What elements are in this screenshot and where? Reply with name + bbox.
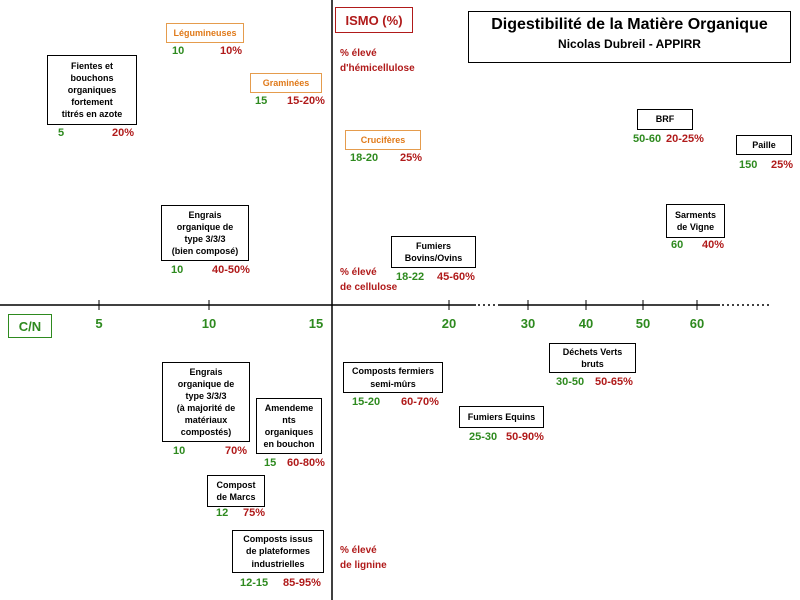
item-box-composts-industriels: Composts issus de plateformes industriel…: [232, 530, 324, 573]
ismo-value: 15-20%: [287, 95, 325, 107]
cn-value: 18-20: [350, 152, 379, 164]
ismo-value: 40-50%: [212, 264, 250, 276]
ismo-value: 50-65%: [595, 376, 633, 388]
cn-value: 30-50: [556, 376, 585, 388]
x-tick-label: 50: [635, 316, 651, 331]
item-box-compost-marcs: Compost de Marcs: [207, 475, 265, 507]
x-tick-label: 15: [308, 316, 324, 331]
item-box-legumineuses: Légumineuses: [166, 23, 244, 43]
cn-value: 12: [216, 507, 229, 519]
item-box-fumiers-equins: Fumiers Equins: [459, 406, 544, 428]
ismo-value: 20-25%: [666, 133, 704, 145]
cn-value: 10: [171, 264, 184, 276]
diagram-title: Digestibilité de la Matière Organique: [491, 16, 768, 33]
cn-value: 150: [739, 159, 758, 171]
item-box-fientes: Fientes et bouchons organiques fortement…: [47, 55, 137, 125]
diagram-subtitle: Nicolas Dubreil - APPIRR: [558, 37, 701, 51]
cn-value: 5: [58, 127, 65, 139]
ismo-value: 75%: [243, 507, 266, 519]
cn-value: 15-20: [352, 396, 381, 408]
ismo-value: 20%: [112, 127, 135, 139]
cn-value: 15: [264, 457, 277, 469]
item-box-sarments: Sarments de Vigne: [666, 204, 725, 238]
x-tick-label: 30: [520, 316, 536, 331]
ismo-value: 10%: [220, 45, 243, 57]
item-box-brf: BRF: [637, 109, 693, 130]
item-box-engrais-bien-compose: Engrais organique de type 3/3/3 (bien co…: [161, 205, 249, 261]
note-lignine: % élevé de lignine: [340, 545, 387, 571]
x-tick-label: 20: [441, 316, 457, 331]
ismo-value: 70%: [225, 445, 248, 457]
ismo-value: 45-60%: [437, 271, 475, 283]
ismo-value: 60-70%: [401, 396, 439, 408]
cn-value: 15: [255, 95, 268, 107]
item-box-fumiers-bovins: Fumiers Bovins/Ovins: [391, 236, 476, 268]
x-tick-label: 40: [578, 316, 594, 331]
y-axis-label: ISMO (%): [335, 7, 413, 33]
ismo-value: 40%: [702, 239, 725, 251]
item-box-dechets-verts: Déchets Verts bruts: [549, 343, 636, 373]
cn-value: 12-15: [240, 577, 269, 589]
x-tick-label: 5: [95, 316, 103, 331]
cn-value: 10: [173, 445, 186, 457]
cn-value: 18-22: [396, 271, 425, 283]
cn-value: 60: [671, 239, 684, 251]
note-cellulose: % élevé de cellulose: [340, 267, 398, 293]
diagram-title-box: Digestibilité de la Matière Organique Ni…: [468, 11, 791, 63]
note-hemicellulose: % élevé d'hémicellulose: [340, 48, 415, 74]
x-axis-label: C/N: [8, 314, 52, 338]
x-tick-label: 10: [201, 316, 217, 331]
item-box-paille: Paille: [736, 135, 792, 155]
ismo-value: 50-90%: [506, 431, 544, 443]
cn-value: 10: [172, 45, 185, 57]
ismo-value: 25%: [400, 152, 423, 164]
item-box-engrais-composte: Engrais organique de type 3/3/3 (à major…: [162, 362, 250, 442]
item-box-amendements: Amendeme nts organiques en bouchon: [256, 398, 322, 454]
ismo-value: 60-80%: [287, 457, 325, 469]
ismo-value: 25%: [771, 159, 794, 171]
ismo-value: 85-95%: [283, 577, 321, 589]
cn-value: 25-30: [469, 431, 498, 443]
x-tick-label: 60: [689, 316, 705, 331]
item-box-cruciferes: Crucifères: [345, 130, 421, 150]
item-box-graminees: Graminées: [250, 73, 322, 93]
item-box-composts-fermiers: Composts fermiers semi-mûrs: [343, 362, 443, 393]
cn-value: 50-60: [633, 133, 662, 145]
